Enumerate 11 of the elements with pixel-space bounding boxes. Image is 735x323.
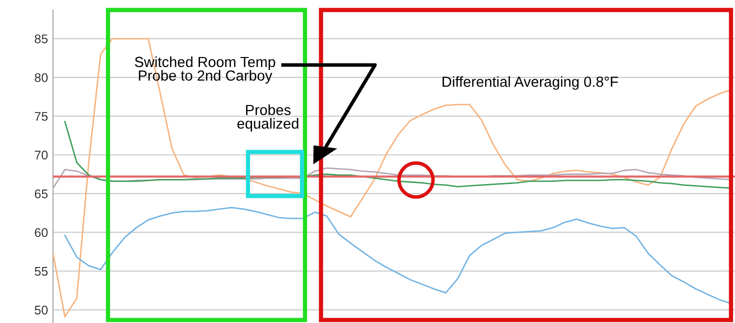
y-tick-label: 75 — [34, 112, 48, 121]
y-tick-label: 85 — [34, 34, 48, 44]
y-tick-label: 65 — [34, 189, 48, 198]
annotation: Switched Room Temp Probe to 2nd Carboy — [134, 56, 276, 84]
y-tick-label: 80 — [34, 73, 48, 82]
annotation: Differential Averaging 0.8°F — [442, 76, 618, 90]
y-tick-label: 60 — [34, 228, 48, 238]
y-tick-label: 50 — [34, 306, 48, 314]
annotation: Probes equalized — [237, 104, 298, 132]
y-tick-label: 55 — [34, 267, 48, 276]
y-tick-label: 70 — [34, 150, 48, 160]
